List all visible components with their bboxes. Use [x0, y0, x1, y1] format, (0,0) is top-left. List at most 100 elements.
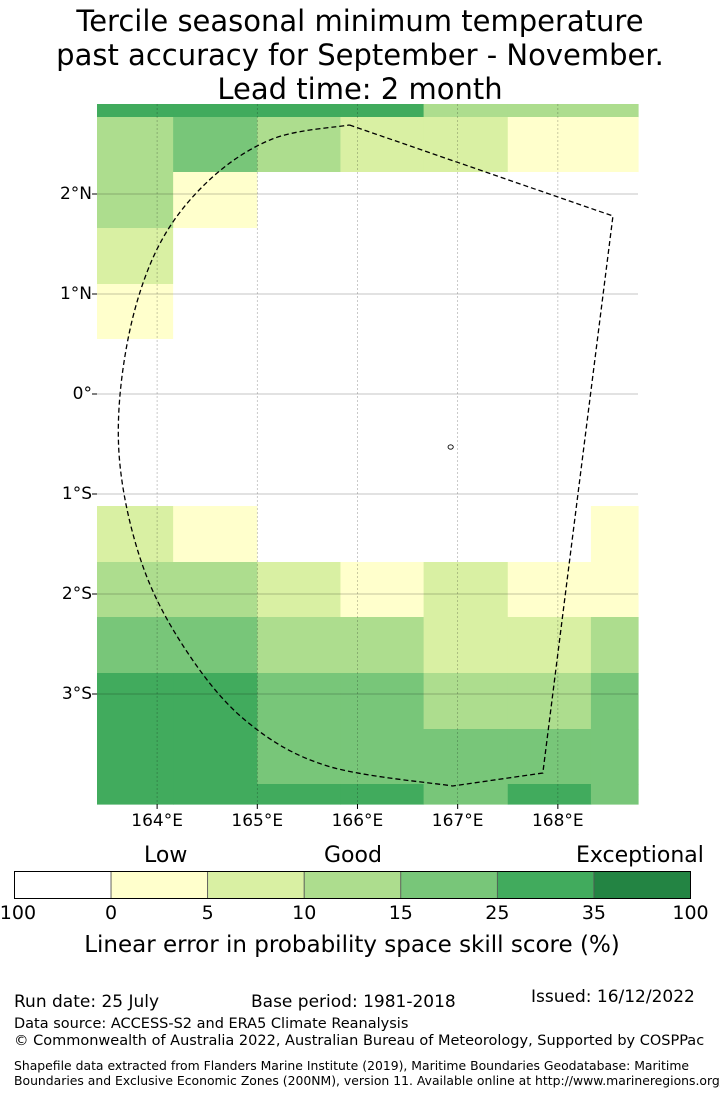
shapefile-credit-line-2: Boundaries and Exclusive Economic Zones …	[14, 1073, 720, 1088]
colorbar-bin	[303, 871, 402, 899]
lon-tick-label: 168°E	[531, 811, 584, 831]
title-line-1: Tercile seasonal minimum temperature	[76, 4, 644, 38]
skill-cell	[507, 562, 592, 618]
skill-map	[92, 104, 639, 809]
skill-cell	[340, 228, 425, 285]
skill-cell	[590, 117, 639, 173]
skill-cell	[340, 172, 425, 229]
skill-cell	[590, 104, 639, 118]
skill-cell	[97, 784, 174, 805]
skill-cell	[340, 617, 425, 674]
colorbar-bin	[400, 871, 498, 899]
lat-tick-label: 1°S	[61, 484, 92, 504]
skill-cell	[590, 617, 639, 674]
lat-tick-label: 2°S	[61, 584, 92, 604]
skill-cell	[507, 117, 592, 173]
skill-cell	[590, 673, 639, 730]
skill-cell	[590, 172, 639, 229]
island-outline	[447, 444, 454, 450]
skill-cell	[507, 784, 592, 805]
map-gridlines	[97, 104, 638, 804]
colorbar	[14, 871, 691, 899]
colorbar-bin	[496, 871, 595, 899]
skill-cell	[173, 506, 258, 563]
colorbar-bin	[593, 871, 691, 899]
skill-cell	[97, 284, 174, 340]
skill-cell	[257, 784, 342, 805]
shapefile-credit-line-1: Shapefile data extracted from Flanders M…	[14, 1058, 690, 1073]
skill-cell	[340, 284, 425, 340]
skill-cell	[590, 506, 639, 563]
colorbar-tick-label: 0	[105, 902, 118, 924]
skill-cell	[173, 104, 258, 118]
skill-cell	[173, 172, 258, 229]
skill-cell	[340, 117, 425, 173]
lat-tick-label: 1°N	[59, 284, 92, 304]
skill-cell	[590, 228, 639, 285]
category-good-label: Good	[324, 843, 382, 868]
data-source: Data source: ACCESS-S2 and ERA5 Climate …	[14, 1016, 409, 1032]
colorbar-bin	[207, 871, 305, 899]
title-line-3: Lead time: 2 month	[217, 72, 503, 106]
skill-cell	[173, 673, 258, 730]
skill-cell	[173, 617, 258, 674]
skill-cell	[423, 617, 509, 674]
skill-cell	[507, 228, 592, 285]
colorbar-tick-label: 25	[485, 902, 510, 924]
skill-cell	[590, 784, 639, 805]
lon-tick-label: 165°E	[231, 811, 284, 831]
colorbar-tick-label: 15	[388, 902, 413, 924]
skill-cell	[97, 104, 174, 118]
skill-cell	[507, 172, 592, 229]
skill-cell	[340, 339, 425, 507]
skill-cell	[423, 172, 509, 229]
category-exceptional-label: Exceptional	[576, 843, 704, 868]
skill-cell	[590, 339, 639, 507]
skill-cell	[423, 104, 509, 118]
eez-boundary-layer	[117, 124, 614, 787]
skill-cell	[257, 284, 342, 340]
skill-cell	[97, 673, 174, 730]
colorbar-tick-label: 5	[201, 902, 214, 924]
skill-cell	[590, 729, 639, 785]
colorbar-tick-label: 100	[672, 902, 709, 924]
skill-cell	[257, 562, 342, 618]
skill-cell	[423, 729, 509, 785]
skill-cell	[173, 339, 258, 507]
lon-tick-label: 164°E	[131, 811, 183, 831]
copyright: © Commonwealth of Australia 2022, Austra…	[14, 1033, 705, 1049]
skill-cell	[507, 506, 592, 563]
colorbar-outline	[14, 871, 691, 899]
title-line-2: past accuracy for September - November.	[56, 38, 664, 72]
lon-tick-label: 167°E	[431, 811, 484, 831]
skill-cell	[257, 228, 342, 285]
skill-cell	[340, 673, 425, 730]
skill-cell	[173, 784, 258, 805]
colorbar-tick-label: 35	[581, 902, 607, 924]
lon-tick-label: 166°E	[331, 811, 384, 831]
skill-cell	[257, 339, 342, 507]
skill-cell	[340, 562, 425, 618]
skill-cell	[97, 617, 174, 674]
skill-cell	[97, 729, 174, 785]
skill-cell	[340, 104, 425, 118]
chart-title: Tercile seasonal minimum temperature pas…	[0, 4, 720, 106]
colorbar-tick-label: 10	[292, 902, 317, 924]
skill-cell	[257, 117, 342, 173]
skill-cell	[173, 284, 258, 340]
lat-tick-label: 2°N	[59, 184, 92, 204]
skill-cell	[423, 284, 509, 340]
skill-cell	[97, 172, 174, 229]
skill-cell	[257, 104, 342, 118]
map-ticks	[92, 193, 559, 809]
skill-cell	[423, 117, 509, 173]
skill-cell	[97, 228, 174, 285]
skill-cell	[423, 673, 509, 730]
skill-cell	[173, 117, 258, 173]
colorbar-title: Linear error in probability space skill …	[84, 932, 620, 958]
skill-cell	[340, 729, 425, 785]
skill-cell	[97, 117, 174, 173]
lat-tick-label: 3°S	[61, 684, 92, 704]
skill-cell	[173, 729, 258, 785]
issued-date: Issued: 16/12/2022	[531, 987, 695, 1007]
